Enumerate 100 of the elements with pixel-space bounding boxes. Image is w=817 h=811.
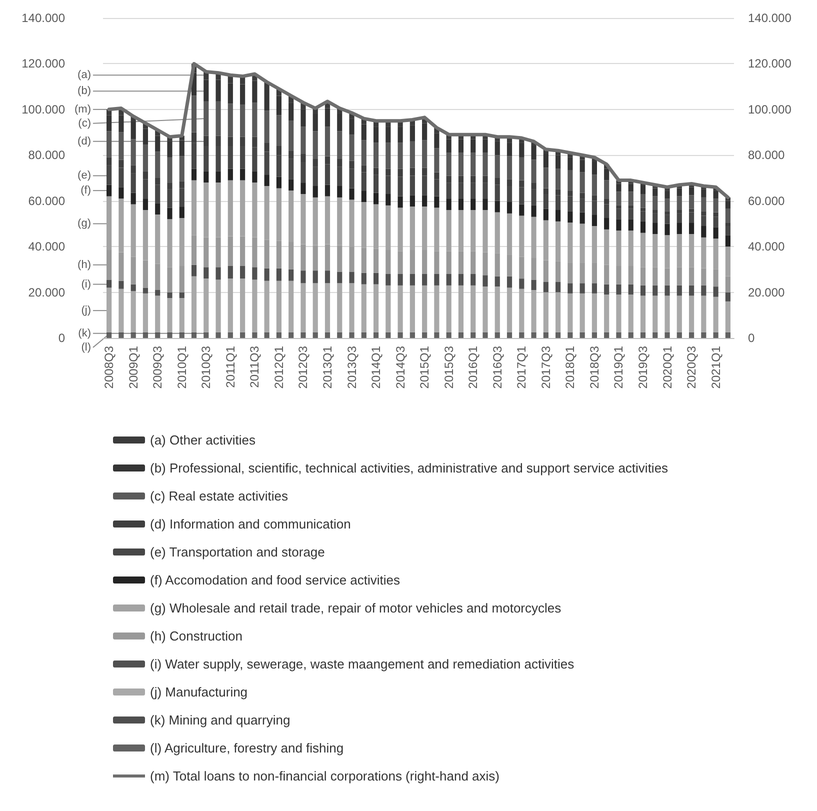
y-tick-label: 80.000 (28, 148, 66, 162)
bar (179, 206, 184, 218)
bar (300, 270, 306, 284)
bar (142, 198, 148, 210)
x-tick-label: 2013Q1 (320, 346, 334, 389)
bar (713, 198, 718, 212)
bar (458, 333, 464, 338)
bar (458, 285, 464, 332)
x-tick-label: 2011Q1 (223, 346, 238, 388)
bar (422, 195, 428, 207)
line-series (107, 62, 730, 200)
bar (276, 268, 282, 281)
bar (179, 292, 184, 298)
bar (543, 208, 548, 220)
bar (652, 285, 658, 296)
bar (373, 284, 379, 332)
bar (616, 192, 622, 206)
bar (288, 333, 294, 338)
y2-tick-label: 40.000 (748, 240, 786, 254)
bar (288, 280, 294, 332)
bar (664, 198, 670, 212)
bar (604, 180, 610, 199)
legend-label: (b) Professional, scientific, technical activities, administrative and support service activities (150, 460, 669, 476)
bar (252, 333, 258, 338)
bar (106, 184, 112, 196)
bar (398, 196, 403, 208)
bar (361, 284, 366, 332)
bar (458, 274, 464, 286)
bar (422, 140, 428, 168)
y2-tick-label: 60.000 (748, 194, 786, 208)
bar (713, 216, 718, 228)
bar (264, 174, 270, 186)
bar (312, 283, 318, 332)
y-tick-label: 60.000 (28, 194, 66, 208)
bar (349, 134, 354, 161)
y2-tick-label: 80.000 (748, 148, 786, 162)
bar (568, 170, 573, 191)
bar (701, 226, 706, 238)
bar (167, 141, 172, 158)
bar (337, 131, 342, 159)
bar (264, 280, 270, 332)
bar (628, 294, 634, 332)
bar (167, 208, 172, 220)
bar (312, 333, 318, 338)
bar (688, 187, 694, 196)
bar (519, 142, 524, 158)
bar (604, 333, 610, 338)
legend-label: (g) Wholesale and retail trade, repair of motor vehicles and motorcycles (150, 600, 562, 616)
bar (191, 333, 197, 338)
bar (386, 274, 391, 286)
bar (410, 333, 415, 338)
x-tick-label: 2009Q1 (126, 346, 140, 389)
bar (640, 194, 646, 208)
bar (556, 210, 561, 222)
x-tick-label: 2011Q3 (248, 346, 262, 388)
bar (324, 270, 330, 284)
bar (386, 126, 391, 143)
bar (410, 125, 415, 142)
legend-label: (h) Construction (150, 628, 242, 644)
bar (410, 195, 415, 207)
bar (155, 152, 160, 178)
bar (664, 190, 670, 199)
bar (167, 157, 172, 183)
bar (191, 168, 197, 180)
bar (155, 290, 160, 296)
bar (568, 283, 573, 294)
bar (398, 285, 403, 332)
bar (228, 104, 233, 137)
bar (725, 226, 730, 236)
bar (252, 280, 258, 332)
bar (543, 168, 548, 188)
bar (106, 333, 112, 338)
bar (676, 188, 682, 196)
bar (361, 272, 366, 284)
bar (725, 200, 730, 209)
bar (458, 198, 464, 210)
bar (288, 179, 294, 191)
bar (628, 192, 634, 206)
bar (725, 208, 730, 223)
bar (361, 333, 366, 338)
bar (337, 186, 342, 198)
legend-label: (m) Total loans to non-financial corporations (right-hand axis) (150, 768, 500, 784)
bar (204, 101, 209, 136)
bar (556, 333, 561, 338)
y-tick-label: 100.000 (22, 102, 66, 116)
bar (580, 160, 585, 172)
legend-label: (c) Real estate activities (150, 488, 288, 504)
bar (276, 115, 282, 146)
bar (652, 196, 658, 210)
legend-label: (f) Accomodation and food service activities (150, 572, 401, 588)
bar (142, 293, 148, 332)
bar (640, 296, 646, 332)
bar (324, 126, 330, 156)
x-tick-label: 2009Q3 (150, 346, 165, 389)
bar (106, 131, 112, 158)
bar (531, 146, 536, 160)
annotation: (g) (78, 218, 91, 230)
bar (216, 280, 221, 332)
bar (628, 333, 634, 338)
bar (252, 267, 258, 280)
